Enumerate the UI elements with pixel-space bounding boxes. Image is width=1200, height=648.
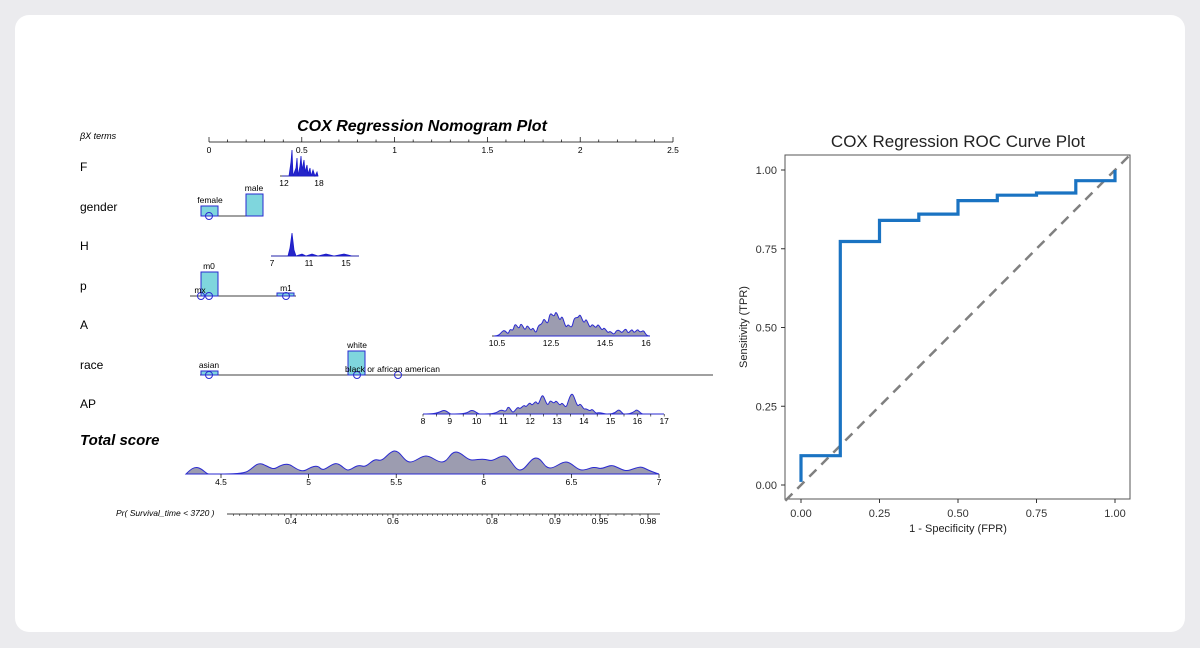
roc-x-label: 1 - Specificity (FPR) [909, 523, 1007, 535]
probability-tick-label: 0.98 [640, 516, 657, 526]
H-tick-label: 7 [270, 258, 275, 268]
total-score-tick-label: 7 [657, 477, 662, 487]
row-F-density: 12 18 [279, 149, 324, 188]
p-box-m0 [200, 271, 219, 297]
roc-y-tick-label: 0.00 [756, 480, 777, 492]
AP-tick-label: 10 [472, 416, 482, 426]
beta-tick-label: 0 [207, 145, 212, 155]
beta-axis-caption: βX terms [79, 131, 117, 141]
row-gender-boxes: female male [197, 183, 264, 220]
roc-x-tick-label: 0.25 [869, 508, 890, 520]
row-label-F: F [80, 160, 87, 174]
total-score-tick-label: 4.5 [215, 477, 227, 487]
probability-tick-label: 0.8 [486, 516, 498, 526]
AP-tick-label: 9 [447, 416, 452, 426]
race-box-asian [200, 370, 219, 376]
gender-level-female: female [197, 195, 223, 205]
AP-tick-label: 8 [421, 416, 426, 426]
roc-x-tick-label: 0.75 [1026, 508, 1047, 520]
AP-tick-labels: 8 9 10 11 12 13 14 15 16 17 [421, 414, 669, 426]
row-label-p: p [80, 279, 87, 293]
row-label-A: A [80, 318, 88, 332]
AP-tick-label: 14 [579, 416, 589, 426]
A-tick-label: 12.5 [543, 338, 560, 348]
total-score-tick-label: 6.5 [565, 477, 577, 487]
A-tick-label: 16 [641, 338, 651, 348]
roc-y-tick-label: 0.50 [756, 323, 777, 335]
total-score-tick-label: 5 [306, 477, 311, 487]
total-score-tick-label: 6 [481, 477, 486, 487]
nomogram-title: COX Regression Nomogram Plot [297, 118, 547, 135]
AP-tick-label: 11 [499, 416, 508, 426]
row-H-density: 7 11 15 [270, 232, 359, 268]
H-tick-label: 11 [305, 258, 314, 268]
total-score-tick-label: 5.5 [390, 477, 402, 487]
beta-axis-ticks: 0 0.5 1 1.5 2 2.5 [207, 137, 679, 155]
H-tick-label: 15 [341, 258, 351, 268]
roc-y-tick-label: 0.75 [756, 244, 777, 256]
probability-tick-label: 0.95 [592, 516, 609, 526]
AP-tick-label: 13 [552, 416, 562, 426]
row-label-H: H [80, 239, 89, 253]
roc-y-tick-label: 0.25 [756, 401, 777, 413]
roc-x-tick-label: 0.00 [790, 508, 811, 520]
p-level-m1: m1 [280, 283, 292, 293]
probability-tick-label: 0.6 [387, 516, 399, 526]
row-race-boxes: asian white black or african american [199, 340, 713, 379]
row-label-AP: AP [80, 397, 96, 411]
probability-tick-label: 0.9 [549, 516, 561, 526]
probability-axis: 0.4 0.6 0.8 0.9 0.95 0.98 [227, 513, 660, 526]
AP-tick-label: 17 [659, 416, 669, 426]
gender-box-female [200, 205, 219, 217]
p-level-mx: mx [194, 285, 206, 295]
row-label-race: race [80, 358, 104, 372]
beta-tick-label: 2 [578, 145, 583, 155]
beta-tick-label: 1.5 [481, 145, 493, 155]
total-score-label: Total score [80, 432, 159, 449]
gender-level-male: male [245, 183, 264, 193]
probability-ticks: 0.4 0.6 0.8 0.9 0.95 0.98 [285, 514, 657, 526]
F-tick-label: 12 [279, 178, 289, 188]
total-score-ticks: 4.5 5 5.5 6 6.5 7 [215, 474, 662, 487]
beta-tick-label: 2.5 [667, 145, 679, 155]
AP-tick-label: 15 [606, 416, 616, 426]
AP-tick-label: 16 [633, 416, 643, 426]
probability-label: Pr( Survival_time < 3720 ) [116, 508, 215, 518]
roc-curve-line [799, 170, 1117, 482]
roc-y-label: Sensitivity (TPR) [738, 286, 750, 368]
gender-box-male [245, 193, 264, 217]
race-box-white [347, 350, 366, 376]
beta-tick-label: 1 [392, 145, 397, 155]
F-tick-label: 18 [314, 178, 324, 188]
roc-x-tick-label: 0.50 [947, 508, 968, 520]
p-level-m0: m0 [203, 261, 215, 271]
AP-tick-label: 12 [525, 416, 535, 426]
beta-tick-label: 0.5 [296, 145, 308, 155]
row-p-boxes: m0 mx m1 [190, 261, 296, 300]
race-level-white: white [346, 340, 367, 350]
row-A-density: 10.5 12.5 14.5 16 [489, 312, 651, 348]
race-level-asian: asian [199, 360, 220, 370]
A-tick-label: 10.5 [489, 338, 506, 348]
roc-y-tick-label: 1.00 [756, 165, 777, 177]
roc-reference-line [784, 153, 1132, 502]
roc-series [784, 153, 1132, 502]
row-AP-density: 8 9 10 11 12 13 14 15 16 17 [421, 393, 669, 426]
roc-axes: 0.00 0.25 0.50 0.75 1.00 0.00 0.25 0.50 0.75 1.00 [756, 165, 1126, 520]
total-score-density: 4.5 5 5.5 6 6.5 7 [184, 450, 662, 487]
row-label-gender: gender [80, 200, 117, 214]
roc-x-tick-label: 1.00 [1104, 508, 1125, 520]
race-level-black: black or african american [345, 364, 440, 374]
roc-title: COX Regression ROC Curve Plot [831, 132, 1085, 151]
A-tick-label: 14.5 [597, 338, 614, 348]
probability-tick-label: 0.4 [285, 516, 297, 526]
